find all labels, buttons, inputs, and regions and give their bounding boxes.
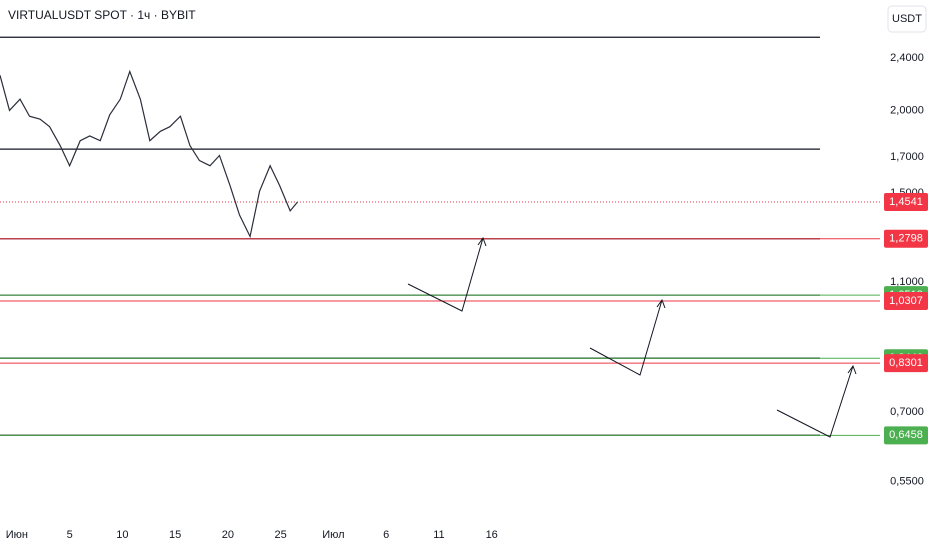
projection-arrow bbox=[407, 237, 484, 312]
x-tick-label: Июн bbox=[6, 529, 28, 541]
price-label-box bbox=[884, 354, 928, 373]
y-tick-label: 2,0000 bbox=[890, 104, 924, 116]
currency-label[interactable]: USDT bbox=[892, 13, 922, 25]
x-tick-label: 25 bbox=[275, 529, 287, 541]
x-tick-label: 15 bbox=[169, 529, 181, 541]
price-line-series bbox=[0, 69, 299, 239]
arrow-head bbox=[477, 236, 487, 247]
price-label-box bbox=[884, 291, 928, 310]
price-label: 0,6458 bbox=[889, 429, 923, 441]
price-label: 1,4541 bbox=[889, 196, 923, 208]
x-tick-label: Июл bbox=[322, 529, 344, 541]
price-label-box bbox=[884, 229, 928, 248]
projection-arrow bbox=[589, 299, 663, 376]
y-tick-label: 1,1000 bbox=[890, 276, 924, 288]
drawings bbox=[407, 236, 857, 438]
projection-arrow bbox=[776, 365, 854, 438]
price-label: 0,8301 bbox=[889, 357, 923, 369]
x-tick-label: 20 bbox=[222, 529, 234, 541]
y-tick-label: 0,7000 bbox=[890, 406, 924, 418]
x-tick-label: 6 bbox=[383, 529, 389, 541]
x-tick-label: 16 bbox=[486, 529, 498, 541]
y-tick-label: 2,4000 bbox=[890, 52, 924, 64]
price-label-box bbox=[884, 193, 928, 212]
y-tick-label: 0,5500 bbox=[890, 475, 924, 487]
x-tick-label: 10 bbox=[116, 529, 128, 541]
price-label: 1,2798 bbox=[889, 233, 923, 245]
x-tick-label: 5 bbox=[67, 529, 73, 541]
chart-title: VIRTUALUSDT SPOT · 1ч · BYBIT bbox=[8, 8, 196, 22]
y-tick-label: 1,7000 bbox=[890, 151, 924, 163]
x-tick-label: 11 bbox=[433, 529, 444, 541]
price-label-box bbox=[884, 426, 928, 445]
currency-button[interactable] bbox=[887, 5, 927, 33]
arrow-head bbox=[847, 364, 857, 375]
price-label: 1,0307 bbox=[889, 295, 923, 307]
arrow-head bbox=[656, 298, 666, 309]
